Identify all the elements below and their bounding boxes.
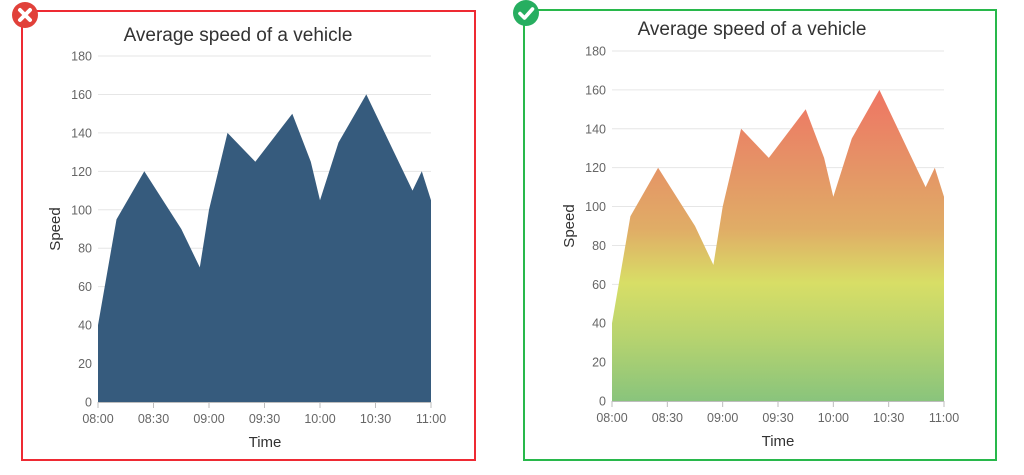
y-tick-label: 120	[585, 161, 606, 175]
y-axis-ticks: 0 20 40 60 80 100 120 140 160 180	[71, 50, 92, 410]
x-axis-label: Time	[762, 433, 795, 450]
x-tick-label: 10:30	[360, 412, 391, 426]
y-tick-label: 20	[78, 357, 92, 371]
correct-example-frame	[523, 9, 997, 461]
y-tick-label: 0	[599, 395, 606, 409]
y-tick-label: 180	[585, 45, 606, 59]
x-mark-icon	[12, 2, 38, 28]
x-axis-ticks: 08:00 08:30 09:00 09:30 10:00 10:30 11:00	[82, 402, 446, 426]
check-mark-icon	[513, 0, 539, 26]
y-tick-label: 60	[78, 280, 92, 294]
x-tick-label: 09:30	[762, 411, 793, 425]
y-tick-label: 140	[71, 126, 92, 140]
x-tick-label: 10:30	[873, 411, 904, 425]
x-tick-label: 10:00	[818, 411, 849, 425]
y-tick-label: 140	[585, 122, 606, 136]
y-axis-ticks: 0 20 40 60 80 100 120 140 160 180	[585, 45, 606, 409]
x-tick-label: 11:00	[929, 411, 959, 425]
y-tick-label: 100	[71, 203, 92, 217]
y-tick-label: 160	[71, 88, 92, 102]
chart-title: Average speed of a vehicle	[124, 25, 353, 46]
y-tick-label: 80	[78, 242, 92, 256]
y-tick-label: 180	[71, 50, 92, 64]
x-tick-label: 11:00	[416, 412, 446, 426]
y-tick-label: 60	[592, 278, 606, 292]
y-tick-label: 80	[592, 239, 606, 253]
y-tick-label: 160	[585, 83, 606, 97]
y-tick-label: 100	[585, 200, 606, 214]
x-tick-label: 08:00	[82, 412, 113, 426]
area-series	[612, 89, 944, 402]
y-tick-label: 40	[78, 319, 92, 333]
chart-title: Average speed of a vehicle	[638, 19, 867, 40]
x-axis-ticks: 08:00 08:30 09:00 09:30 10:00 10:30 11:00	[596, 401, 959, 425]
y-tick-label: 40	[592, 317, 606, 331]
y-tick-label: 0	[85, 396, 92, 410]
x-tick-label: 09:00	[193, 412, 224, 426]
y-tick-label: 120	[71, 165, 92, 179]
x-tick-label: 10:00	[304, 412, 335, 426]
x-tick-label: 08:30	[652, 411, 683, 425]
area-series	[98, 94, 431, 403]
x-tick-label: 09:30	[249, 412, 280, 426]
x-axis-label: Time	[249, 434, 282, 451]
x-tick-label: 09:00	[707, 411, 738, 425]
y-axis-label: Speed	[561, 204, 578, 247]
x-tick-label: 08:30	[138, 412, 169, 426]
x-tick-label: 08:00	[596, 411, 627, 425]
incorrect-example-frame	[21, 10, 476, 461]
y-axis-label: Speed	[47, 207, 64, 250]
y-tick-label: 20	[592, 356, 606, 370]
